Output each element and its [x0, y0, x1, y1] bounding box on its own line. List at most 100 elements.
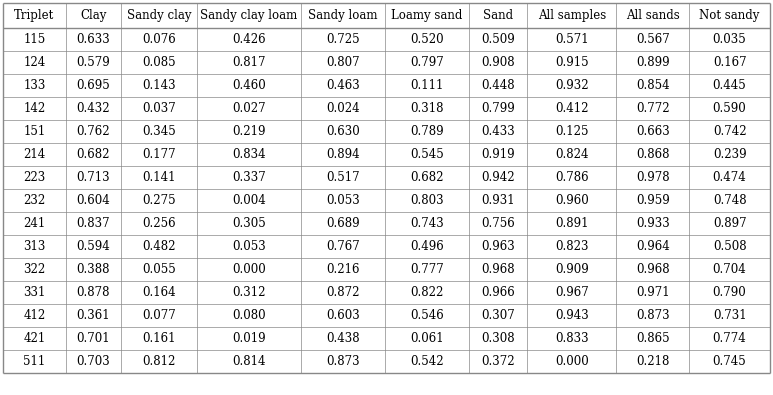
Text: 0.361: 0.361 [77, 309, 111, 322]
Text: 0.496: 0.496 [410, 240, 444, 253]
Text: Not sandy: Not sandy [700, 9, 760, 22]
Text: 232: 232 [23, 194, 46, 207]
Text: 0.579: 0.579 [77, 56, 111, 69]
Text: All samples: All samples [538, 9, 606, 22]
Text: 511: 511 [23, 355, 46, 368]
Text: 0.445: 0.445 [713, 79, 747, 92]
Text: 0.812: 0.812 [142, 355, 175, 368]
Text: 142: 142 [23, 102, 46, 115]
Text: 0.689: 0.689 [326, 217, 360, 230]
Text: 0.216: 0.216 [326, 263, 359, 276]
Text: 115: 115 [23, 33, 46, 46]
Text: 0.545: 0.545 [410, 148, 444, 161]
Text: 0.919: 0.919 [482, 148, 515, 161]
Text: 421: 421 [23, 332, 46, 345]
Text: 0.125: 0.125 [555, 125, 589, 138]
Text: 0.931: 0.931 [482, 194, 515, 207]
Text: 0.873: 0.873 [636, 309, 669, 322]
Text: 0.590: 0.590 [713, 102, 747, 115]
Text: 0.161: 0.161 [142, 332, 176, 345]
Text: Triplet: Triplet [14, 9, 54, 22]
Text: 0.725: 0.725 [326, 33, 360, 46]
Text: 0.448: 0.448 [482, 79, 515, 92]
Text: 0.960: 0.960 [555, 194, 589, 207]
Text: 0.777: 0.777 [410, 263, 444, 276]
Text: 0.978: 0.978 [636, 171, 669, 184]
Text: 0.307: 0.307 [482, 309, 515, 322]
Text: 0.834: 0.834 [232, 148, 266, 161]
Text: 0.713: 0.713 [77, 171, 111, 184]
Text: 0.932: 0.932 [555, 79, 589, 92]
Text: 0.035: 0.035 [713, 33, 747, 46]
Text: 223: 223 [23, 171, 46, 184]
Text: 0.695: 0.695 [77, 79, 111, 92]
Text: 0.372: 0.372 [482, 355, 515, 368]
Text: 0.790: 0.790 [713, 286, 747, 299]
Text: 0.027: 0.027 [232, 102, 266, 115]
Text: 0.909: 0.909 [555, 263, 589, 276]
Text: 0.345: 0.345 [142, 125, 176, 138]
Text: 214: 214 [23, 148, 46, 161]
Text: 0.682: 0.682 [410, 171, 444, 184]
Text: 0.463: 0.463 [326, 79, 360, 92]
Text: 0.053: 0.053 [326, 194, 360, 207]
Text: 0.799: 0.799 [482, 102, 515, 115]
Text: 0.053: 0.053 [232, 240, 266, 253]
Text: 0.520: 0.520 [410, 33, 444, 46]
Text: 0.037: 0.037 [142, 102, 176, 115]
Text: 0.024: 0.024 [326, 102, 360, 115]
Text: 0.305: 0.305 [232, 217, 266, 230]
Text: 0.748: 0.748 [713, 194, 747, 207]
Text: 0.312: 0.312 [233, 286, 266, 299]
Text: 0.963: 0.963 [482, 240, 515, 253]
Text: 313: 313 [23, 240, 46, 253]
Text: 0.076: 0.076 [142, 33, 176, 46]
Text: 0.971: 0.971 [636, 286, 669, 299]
Text: 0.742: 0.742 [713, 125, 747, 138]
Text: 0.964: 0.964 [636, 240, 669, 253]
Text: 0.164: 0.164 [142, 286, 176, 299]
Text: 0.822: 0.822 [410, 286, 444, 299]
Text: 0.256: 0.256 [142, 217, 176, 230]
Text: 0.817: 0.817 [233, 56, 266, 69]
Text: 0.762: 0.762 [77, 125, 111, 138]
Text: 0.167: 0.167 [713, 56, 747, 69]
Text: 0.814: 0.814 [233, 355, 266, 368]
Text: 0.567: 0.567 [636, 33, 669, 46]
Text: 0.077: 0.077 [142, 309, 176, 322]
Text: 0.873: 0.873 [326, 355, 360, 368]
Text: 0.388: 0.388 [77, 263, 111, 276]
Text: 0.460: 0.460 [232, 79, 266, 92]
Text: 0.337: 0.337 [232, 171, 266, 184]
Text: 0.774: 0.774 [713, 332, 747, 345]
Text: 0.897: 0.897 [713, 217, 747, 230]
Text: 0.908: 0.908 [482, 56, 515, 69]
Text: 0.959: 0.959 [636, 194, 669, 207]
Text: 0.701: 0.701 [77, 332, 111, 345]
Text: 0.872: 0.872 [326, 286, 359, 299]
Text: All sands: All sands [626, 9, 679, 22]
Text: 124: 124 [23, 56, 46, 69]
Text: Sandy clay loam: Sandy clay loam [200, 9, 298, 22]
Text: 0.239: 0.239 [713, 148, 747, 161]
Text: 0.143: 0.143 [142, 79, 176, 92]
Text: Sand: Sand [483, 9, 513, 22]
Text: 0.745: 0.745 [713, 355, 747, 368]
Text: 0.438: 0.438 [326, 332, 360, 345]
Text: 0.943: 0.943 [555, 309, 589, 322]
Text: 0.731: 0.731 [713, 309, 747, 322]
Text: 0.604: 0.604 [77, 194, 111, 207]
Text: 0.968: 0.968 [636, 263, 669, 276]
Text: 0.482: 0.482 [142, 240, 176, 253]
Text: Clay: Clay [80, 9, 107, 22]
Text: 0.061: 0.061 [410, 332, 444, 345]
Text: 0.177: 0.177 [142, 148, 176, 161]
Text: 0.824: 0.824 [555, 148, 589, 161]
Text: 0.933: 0.933 [636, 217, 669, 230]
Text: 0.756: 0.756 [482, 217, 515, 230]
Text: 0.219: 0.219 [233, 125, 266, 138]
Text: 0.308: 0.308 [482, 332, 515, 345]
Text: 0.807: 0.807 [326, 56, 360, 69]
Text: 0.318: 0.318 [410, 102, 444, 115]
Text: 0.111: 0.111 [410, 79, 444, 92]
